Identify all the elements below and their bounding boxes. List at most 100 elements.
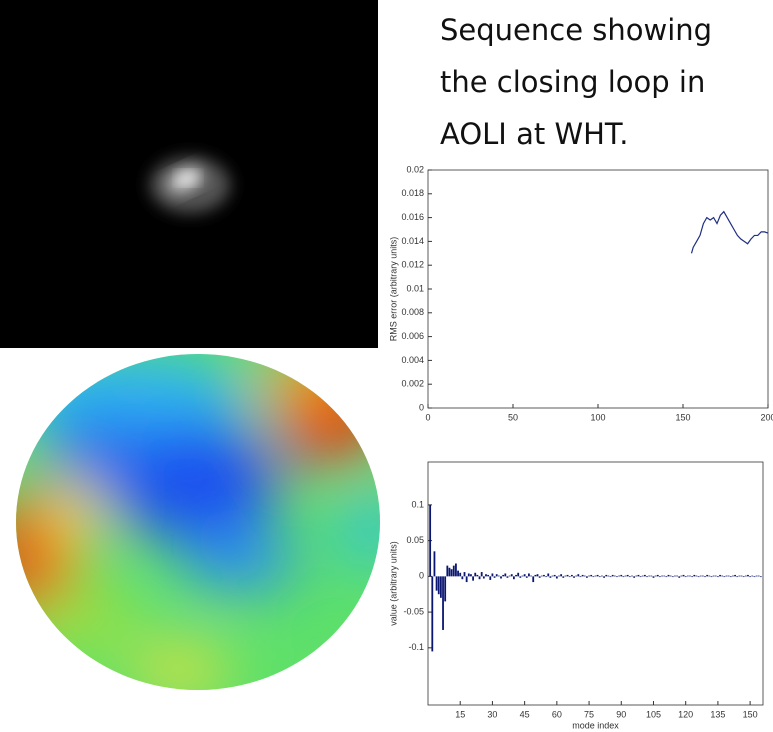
bar (433, 551, 436, 577)
bar (495, 574, 498, 577)
bar (603, 576, 605, 578)
bar (596, 574, 599, 577)
y-tick-label: 0.006 (401, 331, 424, 341)
bar (706, 574, 709, 577)
y-tick-label: 0.008 (401, 307, 424, 317)
bar (637, 574, 640, 577)
plot-frame (427, 461, 764, 706)
y-tick-label: -0.05 (403, 606, 424, 616)
bar (643, 574, 646, 577)
bar (693, 574, 696, 577)
bar (489, 576, 492, 580)
bar (435, 576, 438, 591)
bar (616, 576, 618, 578)
bar (676, 575, 679, 577)
bar (455, 563, 457, 577)
bar (639, 576, 642, 578)
x-axis-label: mode index (572, 720, 619, 730)
bar (618, 575, 621, 577)
bar (525, 576, 528, 578)
bar (721, 575, 724, 577)
bar (549, 576, 552, 578)
bar (485, 574, 487, 577)
bar (695, 575, 698, 577)
x-tick-label: 60 (552, 709, 562, 719)
y-axis-label: value (arbitrary units) (388, 541, 398, 626)
bar (674, 575, 676, 577)
bar (564, 575, 567, 577)
bar (613, 575, 616, 577)
y-tick-label: 0 (419, 402, 424, 412)
bar (547, 573, 550, 577)
bar (590, 574, 593, 577)
bar (682, 574, 685, 577)
bar (463, 572, 466, 577)
bar (667, 574, 670, 577)
bar (568, 576, 571, 578)
bar (532, 576, 535, 583)
x-tick-label: 50 (508, 412, 518, 422)
bar (691, 576, 694, 578)
bar (747, 574, 749, 577)
bar (555, 576, 558, 579)
rms-line (690, 210, 769, 254)
x-tick-label: 90 (616, 709, 626, 719)
bar (467, 573, 470, 577)
bar (566, 574, 569, 577)
bar (669, 575, 672, 577)
bar (759, 576, 762, 578)
bar (470, 574, 472, 577)
x-tick-label: 15 (455, 709, 465, 719)
bar (665, 576, 668, 578)
bar (744, 575, 747, 577)
y-tick-label: 0.02 (406, 164, 424, 174)
bar (543, 574, 545, 577)
bar (633, 576, 636, 578)
y-tick-label: 0.018 (401, 188, 424, 198)
bar (738, 575, 741, 577)
bar (755, 575, 758, 577)
bar (461, 576, 464, 580)
bar (573, 576, 575, 578)
bar (594, 575, 597, 577)
bar (570, 574, 573, 577)
bar (474, 572, 477, 577)
bar (562, 576, 565, 578)
bar (558, 575, 560, 577)
bar (689, 575, 691, 577)
bar (551, 575, 554, 577)
bar (736, 576, 739, 578)
bar (723, 576, 726, 578)
bar (519, 576, 522, 578)
y-tick-label: -0.1 (408, 642, 424, 652)
bar (605, 574, 608, 577)
bar (528, 573, 530, 577)
x-tick-label: 135 (710, 709, 725, 719)
bar (725, 575, 728, 577)
x-tick-label: 200 (760, 412, 773, 422)
bar (579, 576, 582, 578)
x-tick-label: 150 (675, 412, 690, 422)
bar (641, 575, 644, 577)
caption-line: the closing loop in (440, 65, 705, 99)
bar (635, 575, 638, 577)
caption-line: Sequence showing (440, 13, 712, 47)
psf-image (0, 0, 378, 348)
bar (652, 576, 655, 578)
bar (704, 576, 706, 578)
bar (598, 576, 601, 578)
bar (472, 576, 474, 581)
bar (508, 575, 511, 577)
y-tick-label: 0.004 (401, 355, 424, 365)
bar (431, 576, 434, 652)
bar (487, 574, 490, 577)
bar (714, 575, 717, 577)
bar (429, 504, 432, 577)
bar (500, 576, 502, 579)
bar (446, 565, 449, 577)
bar (506, 576, 509, 578)
bar (656, 574, 659, 577)
bar (510, 574, 513, 577)
y-tick-label: 0.012 (401, 260, 424, 270)
